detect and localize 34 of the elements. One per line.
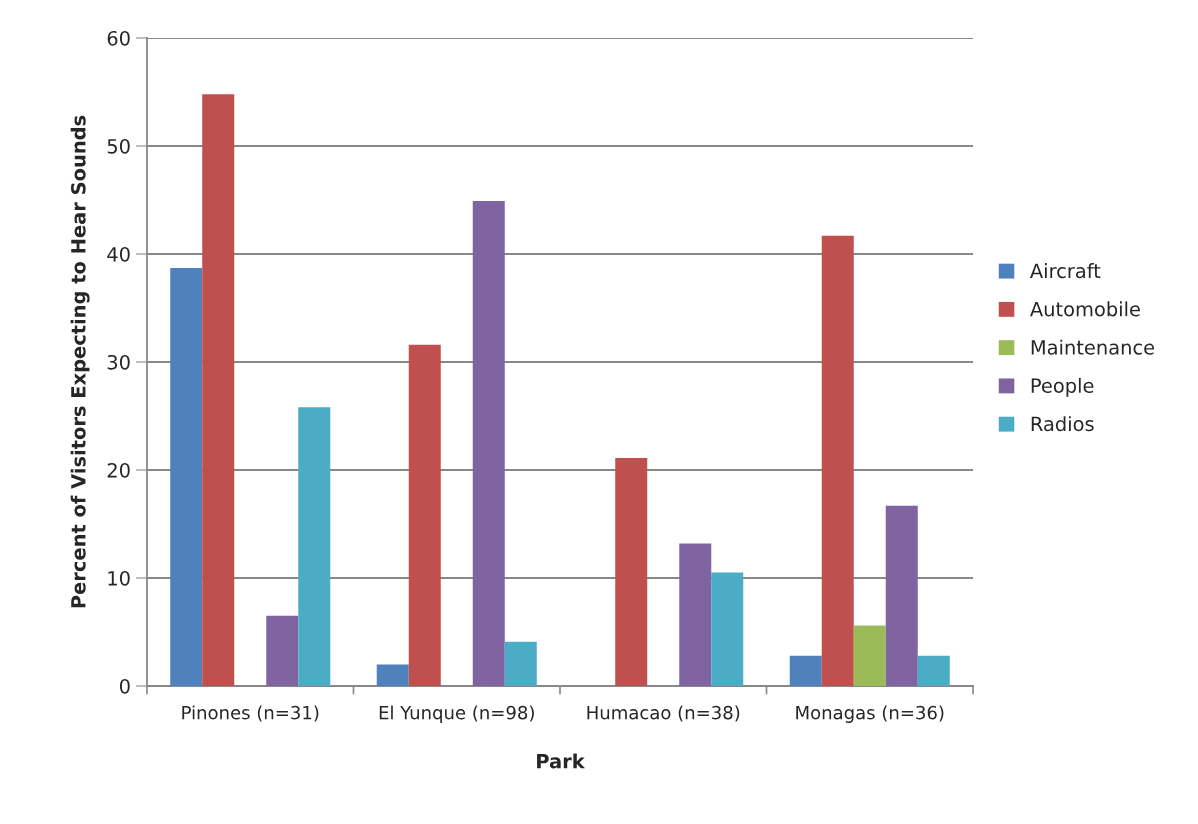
bar (853, 625, 886, 686)
x-tick-label: Monagas (n=36) (796, 705, 944, 723)
y-tick-label: 0 (119, 678, 130, 694)
bar (376, 664, 409, 686)
bar (885, 505, 918, 686)
x-axis-title: Park (537, 753, 586, 769)
legend-label: Radios (1031, 416, 1094, 432)
y-tick-label: 50 (107, 138, 130, 154)
bar (615, 458, 648, 686)
bar (679, 543, 712, 686)
bar (408, 344, 441, 686)
x-tick-label: Humacao (n=38) (587, 705, 740, 722)
bar (821, 235, 854, 686)
y-axis-title: Percent of Visitors Expecting to Hear Sounds (70, 115, 90, 608)
bar (202, 94, 235, 686)
legend-label: Aircraft (1030, 263, 1101, 279)
bar (711, 572, 744, 686)
legend-label: Automobile (1030, 301, 1140, 317)
x-tick-label: Pinones (n=31) (182, 705, 319, 722)
x-tick-label: El Yunque (n=98) (379, 705, 534, 723)
bar (504, 641, 537, 686)
bar (472, 201, 505, 686)
bar (170, 268, 203, 686)
y-tick-label: 20 (107, 462, 130, 478)
legend-label: Maintenance (1031, 339, 1155, 355)
bar (266, 615, 299, 686)
legend-label: People (1031, 377, 1094, 397)
bar (298, 407, 331, 686)
bar (917, 655, 950, 686)
bar (789, 655, 822, 686)
y-tick-label: 60 (107, 30, 130, 46)
y-tick-label: 10 (108, 570, 130, 586)
y-tick-label: 30 (107, 354, 130, 370)
y-tick-label: 40 (107, 246, 130, 262)
